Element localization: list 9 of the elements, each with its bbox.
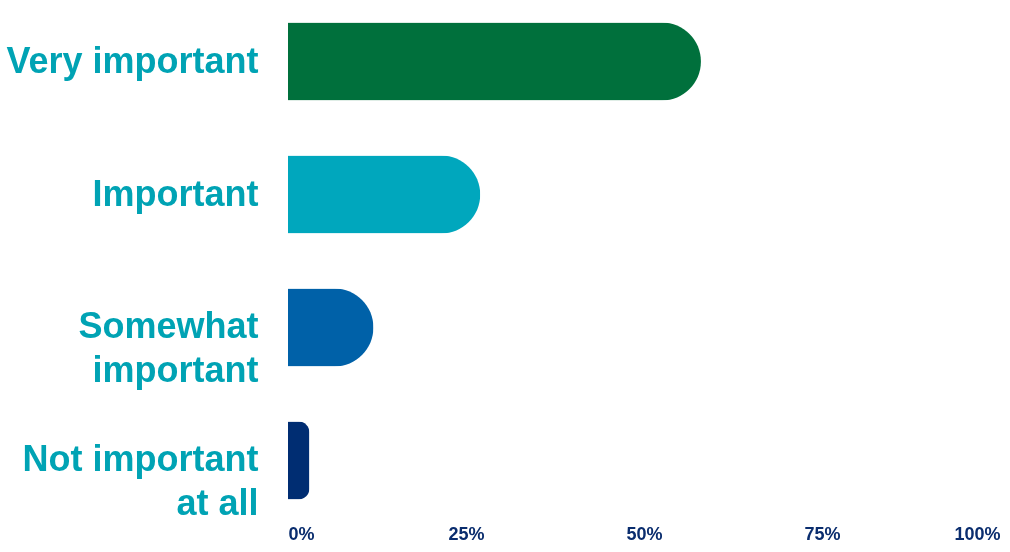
x-tick-label: 0% <box>288 523 315 544</box>
x-tick-label: 75% <box>804 523 841 544</box>
x-tick-label: 50% <box>626 523 663 544</box>
y-tick-label: Very important <box>6 39 259 81</box>
y-tick-label: Not important at all <box>22 438 259 524</box>
y-tick-label: Important <box>92 172 259 214</box>
y-tick-label: Somewhat important <box>78 305 259 391</box>
x-tick-label: 25% <box>448 523 485 544</box>
x-tick-label: 100% <box>954 523 1001 544</box>
